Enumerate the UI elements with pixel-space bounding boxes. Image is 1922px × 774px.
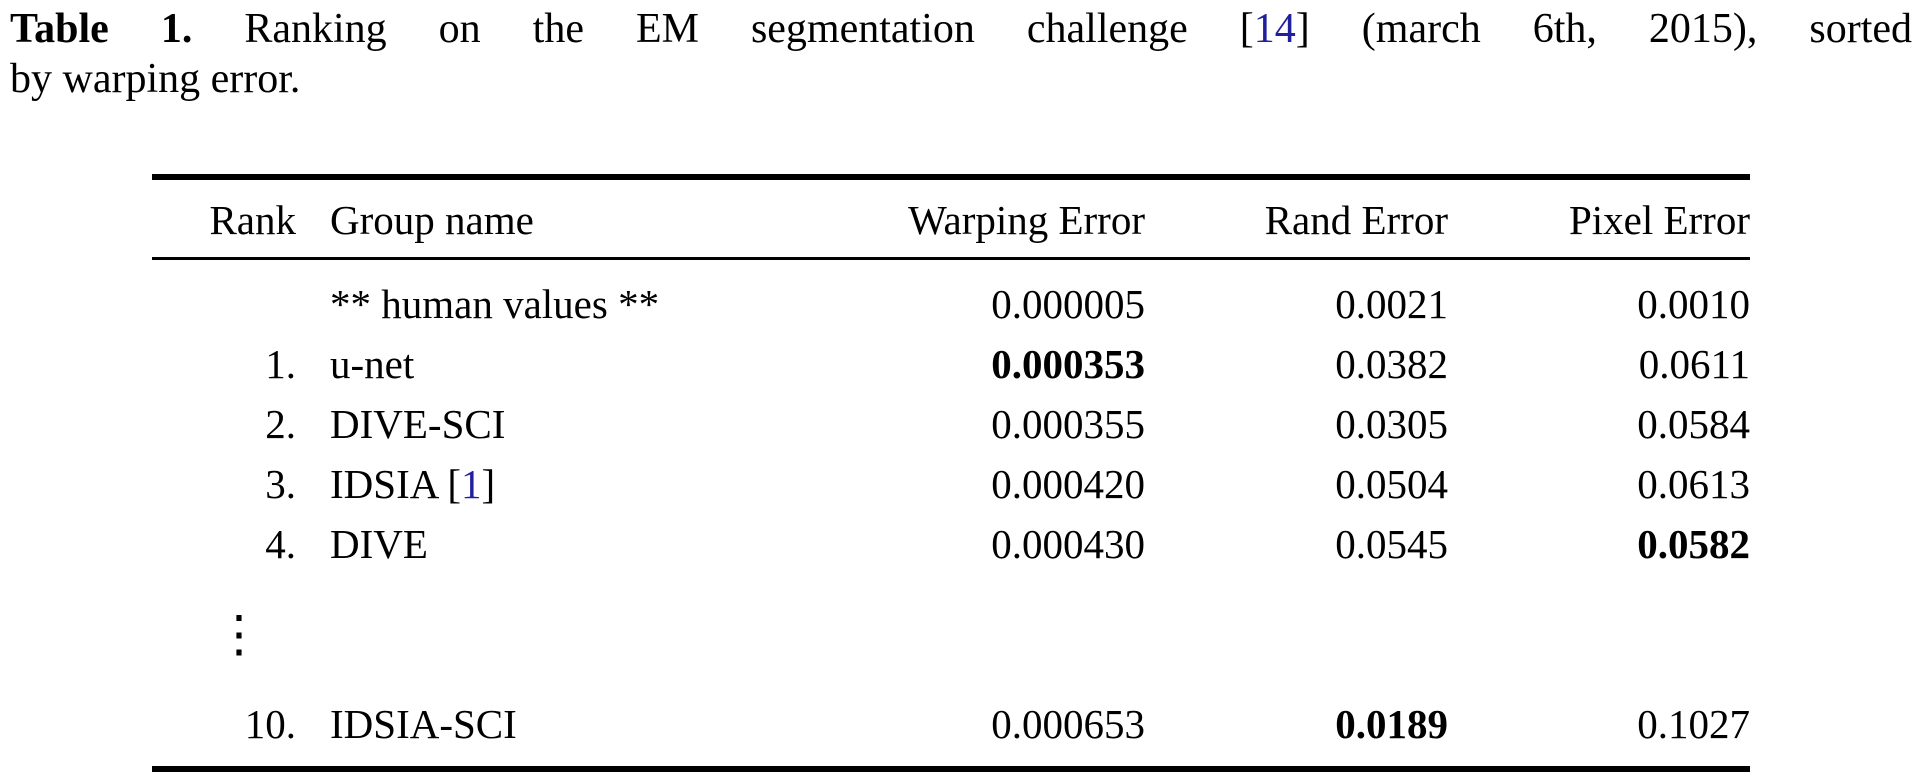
citation-bracket: ] [1295, 6, 1310, 52]
warping-error-cell: 0.000430 [991, 521, 1145, 567]
rank-cell [152, 259, 300, 335]
rank-cell: 10. [244, 701, 296, 747]
caption-line-1: Table 1. Ranking on the EM segmentation … [10, 4, 1912, 54]
caption-text-before: Ranking on the EM segmentation challenge [244, 6, 1188, 52]
rank-cell: 4. [265, 521, 296, 567]
citation-link[interactable]: 1 [460, 461, 482, 507]
table-header: Rank Group name Warping Error Rand Error… [152, 177, 1750, 260]
header-rank: Rank [152, 177, 300, 260]
warping-error-cell: 0.000420 [991, 461, 1145, 507]
header-row: Rank Group name Warping Error Rand Error… [152, 177, 1750, 260]
group-cell [300, 574, 760, 694]
pixel-error-cell [1448, 574, 1750, 694]
table-row: 4. DIVE 0.000430 0.0545 0.0582 [152, 514, 1750, 574]
group-cell: IDSIA [1] [330, 461, 496, 507]
table-body: ** human values ** 0.000005 0.0021 0.0010 1.… [152, 259, 1750, 770]
table-row: 10. IDSIA-SCI 0.000653 0.0189 0.1027 [152, 694, 1750, 769]
group-cell: IDSIA-SCI [330, 701, 517, 747]
caption-label: Table 1. [10, 6, 193, 52]
header-group-name: Group name [300, 177, 760, 260]
caption-line-2: by warping error. [10, 56, 301, 102]
group-cell: ** human values ** [330, 281, 660, 327]
rand-error-cell: 0.0021 [1335, 281, 1448, 327]
pixel-error-cell: 0.1027 [1637, 701, 1750, 747]
rand-error-cell: 0.0504 [1335, 461, 1448, 507]
group-cell: DIVE-SCI [330, 401, 506, 447]
caption-text-after: (march 6th, 2015), sorted [1361, 6, 1913, 52]
pixel-error-cell: 0.0582 [1637, 521, 1750, 567]
group-cell: u-net [330, 341, 415, 387]
rand-error-cell: 0.0305 [1335, 401, 1448, 447]
group-cell: DIVE [330, 521, 428, 567]
pixel-error-cell: 0.0611 [1638, 341, 1750, 387]
rand-error-cell: 0.0545 [1335, 521, 1448, 567]
pixel-error-cell: 0.0613 [1637, 461, 1750, 507]
warping-error-cell: 0.000005 [991, 281, 1145, 327]
rand-error-cell [1145, 574, 1448, 694]
rank-cell: 3. [265, 461, 296, 507]
rank-cell: 2. [265, 401, 296, 447]
results-table: Rank Group name Warping Error Rand Error… [152, 174, 1750, 772]
citation-link-14[interactable]: 14 [1253, 6, 1296, 52]
table-row: 3. IDSIA [1] 0.000420 0.0504 0.0613 [152, 454, 1750, 514]
dots-row: ⋮ [152, 574, 1750, 694]
rand-error-cell: 0.0189 [1335, 701, 1448, 747]
citation-bracket: [ [1239, 6, 1254, 52]
warping-error-cell: 0.000653 [991, 701, 1145, 747]
rank-cell: ⋮ [214, 606, 264, 662]
table-row: ** human values ** 0.000005 0.0021 0.0010 [152, 259, 1750, 335]
header-rand-error: Rand Error [1145, 177, 1448, 260]
pixel-error-cell: 0.0010 [1637, 281, 1750, 327]
header-pixel-error: Pixel Error [1448, 177, 1750, 260]
table-row: 2. DIVE-SCI 0.000355 0.0305 0.0584 [152, 394, 1750, 454]
rank-cell: 1. [265, 341, 296, 387]
header-warping-error: Warping Error [760, 177, 1145, 260]
table-row: 1. u-net 0.000353 0.0382 0.0611 [152, 334, 1750, 394]
rand-error-cell: 0.0382 [1335, 341, 1448, 387]
table-caption: Table 1. Ranking on the EM segmentation … [0, 0, 1922, 104]
warping-error-cell: 0.000353 [991, 341, 1145, 387]
pixel-error-cell: 0.0584 [1637, 401, 1750, 447]
warping-error-cell [760, 574, 1145, 694]
warping-error-cell: 0.000355 [991, 401, 1145, 447]
